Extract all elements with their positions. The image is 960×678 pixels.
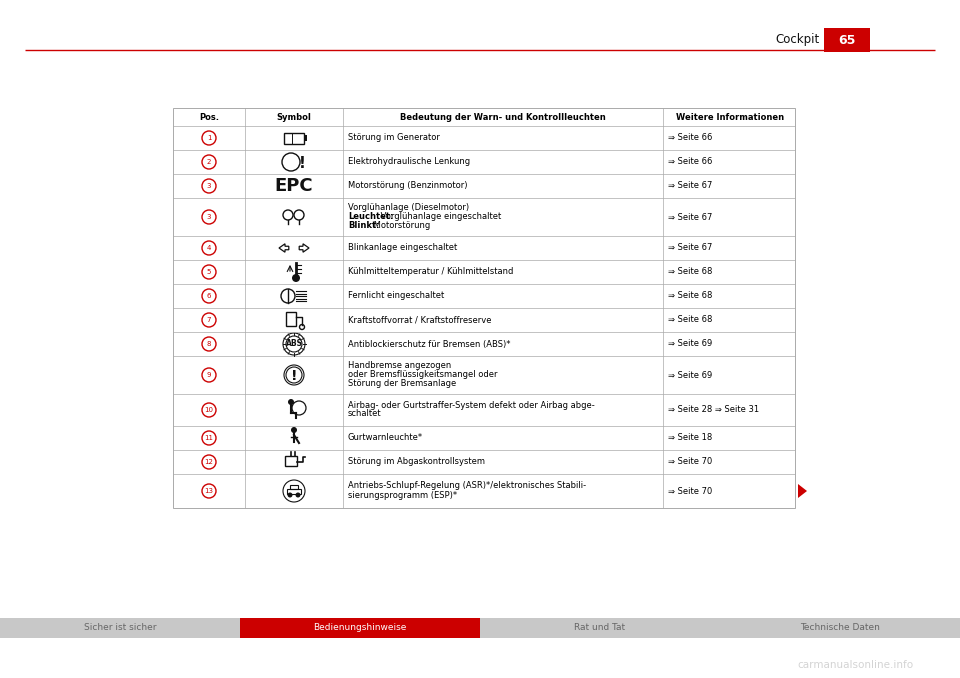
Text: ABS: ABS (285, 340, 302, 348)
Text: 7: 7 (206, 317, 211, 323)
Text: Kraftstoffvorrat / Kraftstoffreserve: Kraftstoffvorrat / Kraftstoffreserve (348, 315, 492, 325)
Text: 11: 11 (204, 435, 213, 441)
Text: Störung im Abgaskontrollsystem: Störung im Abgaskontrollsystem (348, 458, 485, 466)
Text: Weitere Informationen: Weitere Informationen (677, 113, 784, 121)
Text: 3: 3 (206, 183, 211, 189)
Text: 9: 9 (206, 372, 211, 378)
Text: oder Bremsflüssigkeitsmangel oder: oder Bremsflüssigkeitsmangel oder (348, 370, 497, 379)
Circle shape (296, 492, 300, 498)
Text: Bedienungshinweise: Bedienungshinweise (313, 624, 407, 633)
Text: EPC: EPC (275, 177, 313, 195)
Text: 4: 4 (206, 245, 211, 251)
Bar (824, 28, 870, 52)
Bar (284, 132, 304, 144)
Text: ⇒ Seite 69: ⇒ Seite 69 (668, 340, 712, 348)
Text: ⇒ Seite 28 ⇒ Seite 31: ⇒ Seite 28 ⇒ Seite 31 (668, 405, 759, 414)
Bar (173, 108, 795, 508)
Text: Antriebs-Schlupf-Regelung (ASR)*/elektronisches Stabili-: Antriebs-Schlupf-Regelung (ASR)*/elektro… (348, 481, 587, 490)
Text: ⇒ Seite 68: ⇒ Seite 68 (668, 292, 712, 300)
Bar (720, 618, 960, 638)
Bar (304, 135, 307, 141)
Text: Pos.: Pos. (199, 113, 219, 121)
Text: ⇒ Seite 68: ⇒ Seite 68 (668, 268, 712, 277)
Polygon shape (798, 484, 807, 498)
Text: Sicher ist sicher: Sicher ist sicher (84, 624, 156, 633)
Text: ⇒ Seite 67: ⇒ Seite 67 (668, 182, 712, 191)
Text: Antiblockierschutz für Bremsen (ABS)*: Antiblockierschutz für Bremsen (ABS)* (348, 340, 511, 348)
Text: Blinkt:: Blinkt: (348, 221, 379, 230)
Text: Gurtwarnleuchte*: Gurtwarnleuchte* (348, 433, 423, 443)
Circle shape (292, 274, 300, 282)
Text: ⇒ Seite 66: ⇒ Seite 66 (668, 134, 712, 142)
Text: Handbremse angezogen: Handbremse angezogen (348, 361, 451, 370)
Bar (240, 618, 480, 638)
Text: Rat und Tat: Rat und Tat (574, 624, 626, 633)
Text: Motorstörung (Benzinmotor): Motorstörung (Benzinmotor) (348, 182, 468, 191)
Text: Vorglühanlage (Dieselmotor): Vorglühanlage (Dieselmotor) (348, 203, 469, 212)
Text: 3: 3 (206, 214, 211, 220)
Text: 12: 12 (204, 459, 213, 465)
Circle shape (291, 427, 297, 433)
Circle shape (288, 399, 294, 405)
Text: Störung der Bremsanlage: Störung der Bremsanlage (348, 379, 456, 388)
Text: Elektrohydraulische Lenkung: Elektrohydraulische Lenkung (348, 157, 470, 167)
Text: Fernlicht eingeschaltet: Fernlicht eingeschaltet (348, 292, 444, 300)
Text: 2: 2 (206, 159, 211, 165)
Text: !: ! (299, 155, 305, 170)
Text: Störung im Generator: Störung im Generator (348, 134, 440, 142)
Text: ⇒ Seite 70: ⇒ Seite 70 (668, 458, 712, 466)
Text: Cockpit: Cockpit (776, 33, 820, 47)
Text: 1: 1 (206, 135, 211, 141)
Text: 5: 5 (206, 269, 211, 275)
Text: ⇒ Seite 67: ⇒ Seite 67 (668, 243, 712, 252)
Text: 65: 65 (838, 33, 855, 47)
Text: ⇒ Seite 70: ⇒ Seite 70 (668, 487, 712, 496)
Text: Bedeutung der Warn- und Kontrollleuchten: Bedeutung der Warn- und Kontrollleuchten (400, 113, 606, 121)
Text: carmanualsonline.info: carmanualsonline.info (797, 660, 913, 670)
Text: ⇒ Seite 69: ⇒ Seite 69 (668, 370, 712, 380)
Text: ⇒ Seite 66: ⇒ Seite 66 (668, 157, 712, 167)
Text: 13: 13 (204, 488, 213, 494)
Text: sierungsprogramm (ESP)*: sierungsprogramm (ESP)* (348, 490, 457, 500)
Text: 6: 6 (206, 293, 211, 299)
Bar (480, 618, 720, 638)
Circle shape (287, 492, 293, 498)
Text: Vorglühanlage eingeschaltet: Vorglühanlage eingeschaltet (378, 212, 501, 221)
Text: ⇒ Seite 67: ⇒ Seite 67 (668, 212, 712, 222)
Text: Kühlmitteltemperatur / Kühlmittelstand: Kühlmitteltemperatur / Kühlmittelstand (348, 268, 514, 277)
Text: ⇒ Seite 18: ⇒ Seite 18 (668, 433, 712, 443)
Text: Motorstörung: Motorstörung (372, 221, 431, 230)
Text: Leuchtet:: Leuchtet: (348, 212, 394, 221)
Text: 8: 8 (206, 341, 211, 347)
Text: Symbol: Symbol (276, 113, 311, 121)
Text: schaltet: schaltet (348, 410, 382, 418)
Text: Blinkanlage eingeschaltet: Blinkanlage eingeschaltet (348, 243, 457, 252)
Bar (0, 618, 240, 638)
Text: Technische Daten: Technische Daten (800, 624, 880, 633)
Bar (287, 489, 301, 494)
Bar (285, 456, 297, 466)
Text: ⇒ Seite 68: ⇒ Seite 68 (668, 315, 712, 325)
Text: Airbag- oder Gurtstraffer-System defekt oder Airbag abge-: Airbag- oder Gurtstraffer-System defekt … (348, 401, 595, 410)
Text: 10: 10 (204, 407, 213, 413)
Bar (290, 485, 298, 489)
Bar (286, 312, 296, 326)
Text: !: ! (291, 369, 298, 383)
